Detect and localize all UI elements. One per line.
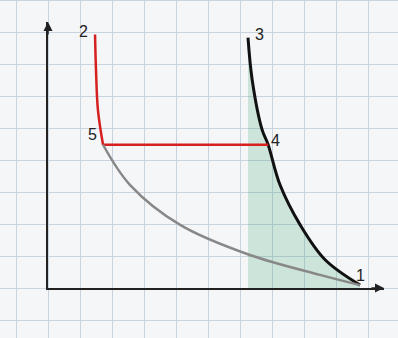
svg-text:3: 3 [255, 26, 264, 43]
svg-text:1: 1 [356, 267, 365, 284]
svg-text:2: 2 [79, 23, 88, 40]
svg-text:4: 4 [271, 132, 280, 149]
svg-text:5: 5 [88, 126, 97, 143]
